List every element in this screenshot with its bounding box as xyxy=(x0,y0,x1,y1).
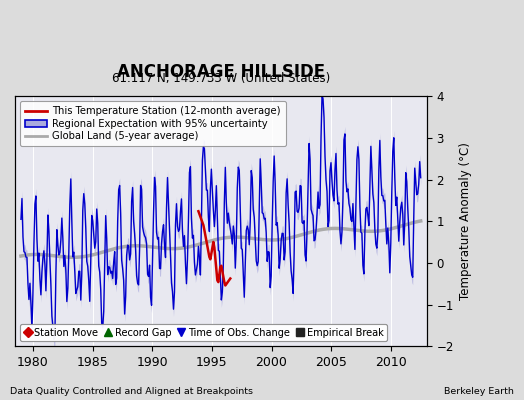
Text: Data Quality Controlled and Aligned at Breakpoints: Data Quality Controlled and Aligned at B… xyxy=(10,387,254,396)
Legend: Station Move, Record Gap, Time of Obs. Change, Empirical Break: Station Move, Record Gap, Time of Obs. C… xyxy=(20,324,387,342)
Text: 61.117 N, 149.733 W (United States): 61.117 N, 149.733 W (United States) xyxy=(112,72,330,85)
Title: ANCHORAGE HILLSIDE: ANCHORAGE HILLSIDE xyxy=(117,63,325,81)
Y-axis label: Temperature Anomaly (°C): Temperature Anomaly (°C) xyxy=(460,142,472,300)
Text: Berkeley Earth: Berkeley Earth xyxy=(444,387,514,396)
